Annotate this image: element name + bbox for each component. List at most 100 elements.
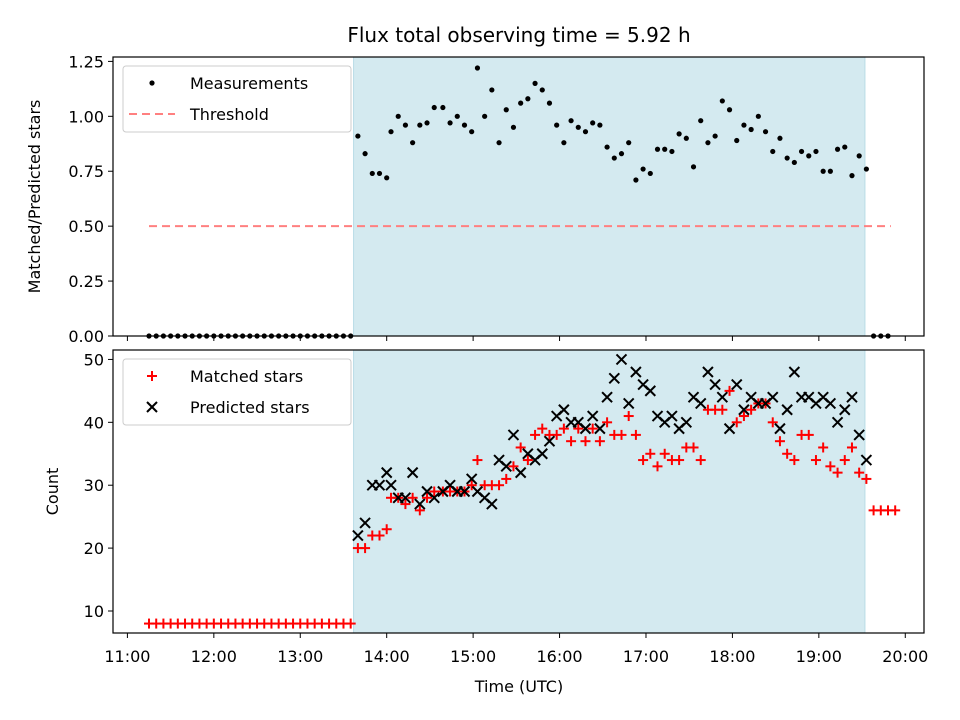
measurement-point (842, 144, 848, 150)
predicted-point-b (781, 404, 793, 416)
measurement-point (712, 133, 718, 139)
predicted-point (586, 410, 599, 422)
predicted-point-b (586, 410, 599, 422)
matched-point (580, 436, 591, 447)
predicted-point-b (817, 391, 829, 403)
predicted-point-b (471, 485, 484, 498)
matched-point (638, 455, 649, 466)
predicted-point (622, 397, 635, 410)
predicted-point-b (486, 498, 498, 510)
legend-box (122, 65, 352, 133)
y-axis-title-count: Count (43, 468, 62, 516)
predicted-point (680, 416, 693, 429)
predicted-point-b (637, 378, 649, 391)
matched-point (818, 442, 829, 453)
measurement-point (770, 148, 776, 155)
legend-box (122, 358, 352, 426)
matched-point (659, 448, 670, 459)
measurement-point (539, 87, 545, 93)
matched-point (360, 543, 371, 554)
predicted-point (601, 391, 613, 403)
measurement-point (647, 170, 653, 177)
measurement-point (496, 140, 502, 146)
matched-point (587, 423, 598, 434)
measurement-point (690, 164, 697, 170)
predicted-point (716, 391, 729, 403)
y-tick-label: 10 (84, 602, 104, 621)
predicted-point-b (608, 372, 621, 385)
measurement-point (510, 124, 517, 130)
predicted-point-b (507, 429, 520, 441)
predicted-point (558, 404, 570, 416)
predicted-point-b (601, 391, 613, 403)
measurement-point (447, 120, 453, 126)
matched-point (695, 455, 706, 466)
predicted-point-b (695, 397, 707, 410)
predicted-point-b (738, 404, 750, 416)
measurement-point (618, 151, 625, 157)
measurement-point (784, 155, 790, 161)
matched-point (414, 505, 425, 516)
y-tick-label: 0.75 (68, 162, 104, 181)
predicted-point-b (846, 391, 858, 403)
measurement-point (388, 129, 394, 135)
ratio-panel: 0.00 0.25 0.50 0.75 1.00 1.25 Matched/Predicte… (25, 52, 925, 346)
predicted-point (579, 422, 592, 435)
measurement-point (369, 170, 375, 177)
measurement-point (834, 146, 841, 152)
predicted-point (414, 498, 426, 510)
matched-point (381, 524, 392, 535)
measurement-point (410, 140, 416, 146)
measurement-point (469, 129, 475, 135)
predicted-point-b (831, 416, 844, 429)
predicted-point-b (465, 473, 478, 485)
predicted-point-b (716, 391, 729, 403)
matched-point (345, 618, 356, 629)
predicted-point (465, 473, 478, 485)
measurement-point (654, 146, 661, 152)
matched-point (854, 467, 865, 478)
predicted-point-b (514, 466, 527, 479)
measurement-point (813, 148, 819, 155)
y-tick-label: 0.50 (68, 217, 104, 236)
matched-point (767, 417, 778, 428)
predicted-point (666, 410, 678, 422)
predicted-point-b (702, 366, 714, 378)
matched-point (645, 448, 656, 459)
y-tick-label: 1.00 (68, 107, 104, 126)
predicted-point (723, 422, 736, 435)
measurement-point (417, 122, 423, 128)
matched-point (466, 480, 477, 491)
x-tick-label: 17:00 (623, 647, 669, 666)
matched-point (522, 455, 533, 466)
measurement-point (546, 100, 553, 106)
matched-point (782, 448, 793, 459)
predicted-point-b (731, 378, 743, 391)
matched-point (738, 411, 749, 422)
x-tick-label: 14:00 (364, 647, 410, 666)
predicted-point (731, 378, 743, 391)
matched-point (429, 486, 440, 497)
x-axis-title: Time (UTC) (474, 677, 563, 696)
predicted-point (373, 479, 386, 491)
predicted-point-b (680, 416, 693, 429)
matched-point (472, 455, 483, 466)
plot-frame (112, 56, 925, 337)
matched-point (724, 385, 735, 396)
measurement-point (806, 153, 812, 159)
x-tick-label: 11:00 (104, 647, 150, 666)
matched-point (573, 423, 584, 434)
measurement-point (662, 146, 668, 152)
x-tick-label: 18:00 (709, 647, 755, 666)
legend-label: Predicted stars (190, 398, 310, 417)
predicted-point (352, 529, 364, 542)
measurement-point (604, 144, 610, 150)
series-predicted-stars (352, 353, 873, 542)
predicted-point-b (622, 397, 635, 410)
matched-point (494, 480, 505, 491)
measurement-point (611, 155, 617, 161)
matched-point (717, 404, 728, 415)
predicted-point-b (745, 391, 757, 403)
matched-point (746, 404, 757, 415)
